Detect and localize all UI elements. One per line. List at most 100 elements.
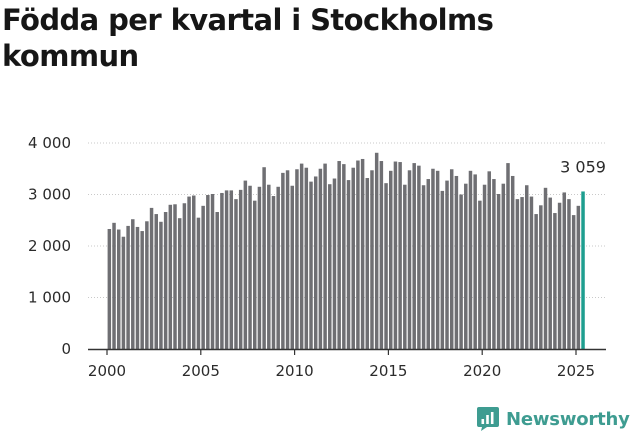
bar	[206, 195, 210, 349]
bar	[328, 184, 332, 349]
bar	[529, 196, 534, 349]
bar	[337, 161, 341, 349]
bar	[299, 163, 304, 349]
y-tick-label: 0	[61, 340, 71, 358]
y-tick-label: 3 000	[28, 186, 71, 204]
bar	[290, 185, 294, 349]
bar	[201, 205, 205, 349]
bar	[356, 160, 360, 349]
bar	[562, 192, 567, 349]
bar	[464, 183, 468, 349]
bar	[543, 187, 548, 349]
bar	[482, 184, 487, 349]
bar	[121, 236, 126, 349]
x-tick-label: 2005	[182, 362, 220, 380]
bar	[421, 185, 426, 349]
bar	[257, 186, 262, 349]
bar	[571, 215, 576, 349]
x-tick-label: 2000	[88, 362, 126, 380]
bar	[351, 167, 355, 349]
bar	[501, 183, 506, 349]
bar	[182, 203, 187, 349]
bar	[412, 163, 416, 349]
bar	[116, 229, 121, 349]
bar	[196, 217, 201, 349]
bar	[445, 180, 449, 349]
bar	[252, 200, 257, 349]
bar	[553, 213, 557, 349]
bar	[393, 161, 398, 349]
bar	[332, 178, 337, 349]
bar	[140, 231, 144, 349]
bar	[478, 200, 482, 349]
value-label: 3 059	[560, 157, 606, 176]
bar	[384, 183, 388, 349]
bar	[365, 178, 370, 349]
bar	[459, 194, 463, 349]
x-tick-label: 2025	[557, 362, 595, 380]
x-tick-label: 2010	[276, 362, 314, 380]
bar	[440, 190, 445, 349]
bar	[154, 214, 158, 349]
bar	[112, 222, 116, 349]
bar	[342, 164, 346, 349]
bar	[496, 193, 501, 349]
bar	[403, 184, 407, 349]
bar	[473, 174, 477, 349]
bar	[318, 168, 323, 349]
bar	[360, 158, 365, 349]
bar	[449, 169, 454, 349]
bar	[346, 180, 351, 349]
bar	[520, 197, 524, 349]
labels: 0 1 000 2 000 3 000 4 000 3 059 2000 2005 2010 20…	[28, 134, 606, 380]
bar	[426, 179, 431, 349]
bar	[163, 212, 168, 349]
x-tick-label: 2020	[463, 362, 501, 380]
bar	[548, 197, 552, 349]
bar	[492, 179, 496, 349]
bar	[149, 207, 154, 349]
y-tick-label: 4 000	[28, 134, 71, 152]
bar	[271, 196, 276, 349]
axes	[88, 348, 606, 355]
bar	[177, 218, 182, 349]
bar	[295, 169, 299, 349]
bar	[187, 196, 191, 349]
x-tick-label: 2015	[369, 362, 407, 380]
bar	[313, 176, 318, 349]
bar	[515, 199, 520, 349]
bar	[557, 202, 562, 349]
bar	[323, 163, 327, 349]
bar	[374, 152, 379, 349]
bar	[389, 170, 393, 349]
bar	[487, 171, 491, 349]
bar	[210, 193, 215, 349]
bar	[468, 170, 473, 349]
bar	[576, 205, 581, 349]
bar	[234, 199, 238, 349]
bar	[159, 221, 163, 349]
bar	[510, 175, 515, 349]
bar	[173, 204, 177, 349]
chart-title: Födda per kvartal i Stockholms kommun	[2, 3, 494, 73]
bar	[238, 189, 243, 349]
bar	[506, 163, 510, 349]
bar	[220, 192, 224, 349]
bar	[192, 195, 196, 349]
bar	[431, 168, 435, 349]
bar	[168, 204, 173, 349]
bar	[215, 212, 219, 349]
newsworthy-chart-icon	[477, 407, 499, 431]
bar	[309, 181, 313, 350]
bar	[145, 221, 149, 349]
bar	[243, 180, 248, 349]
bar	[107, 229, 112, 349]
bar	[539, 205, 543, 349]
newsworthy-logo[interactable]: Newsworthy	[476, 406, 630, 432]
bar	[398, 162, 402, 349]
bar	[454, 175, 459, 349]
bar	[126, 225, 130, 349]
bar	[276, 186, 280, 349]
bars	[107, 152, 585, 350]
